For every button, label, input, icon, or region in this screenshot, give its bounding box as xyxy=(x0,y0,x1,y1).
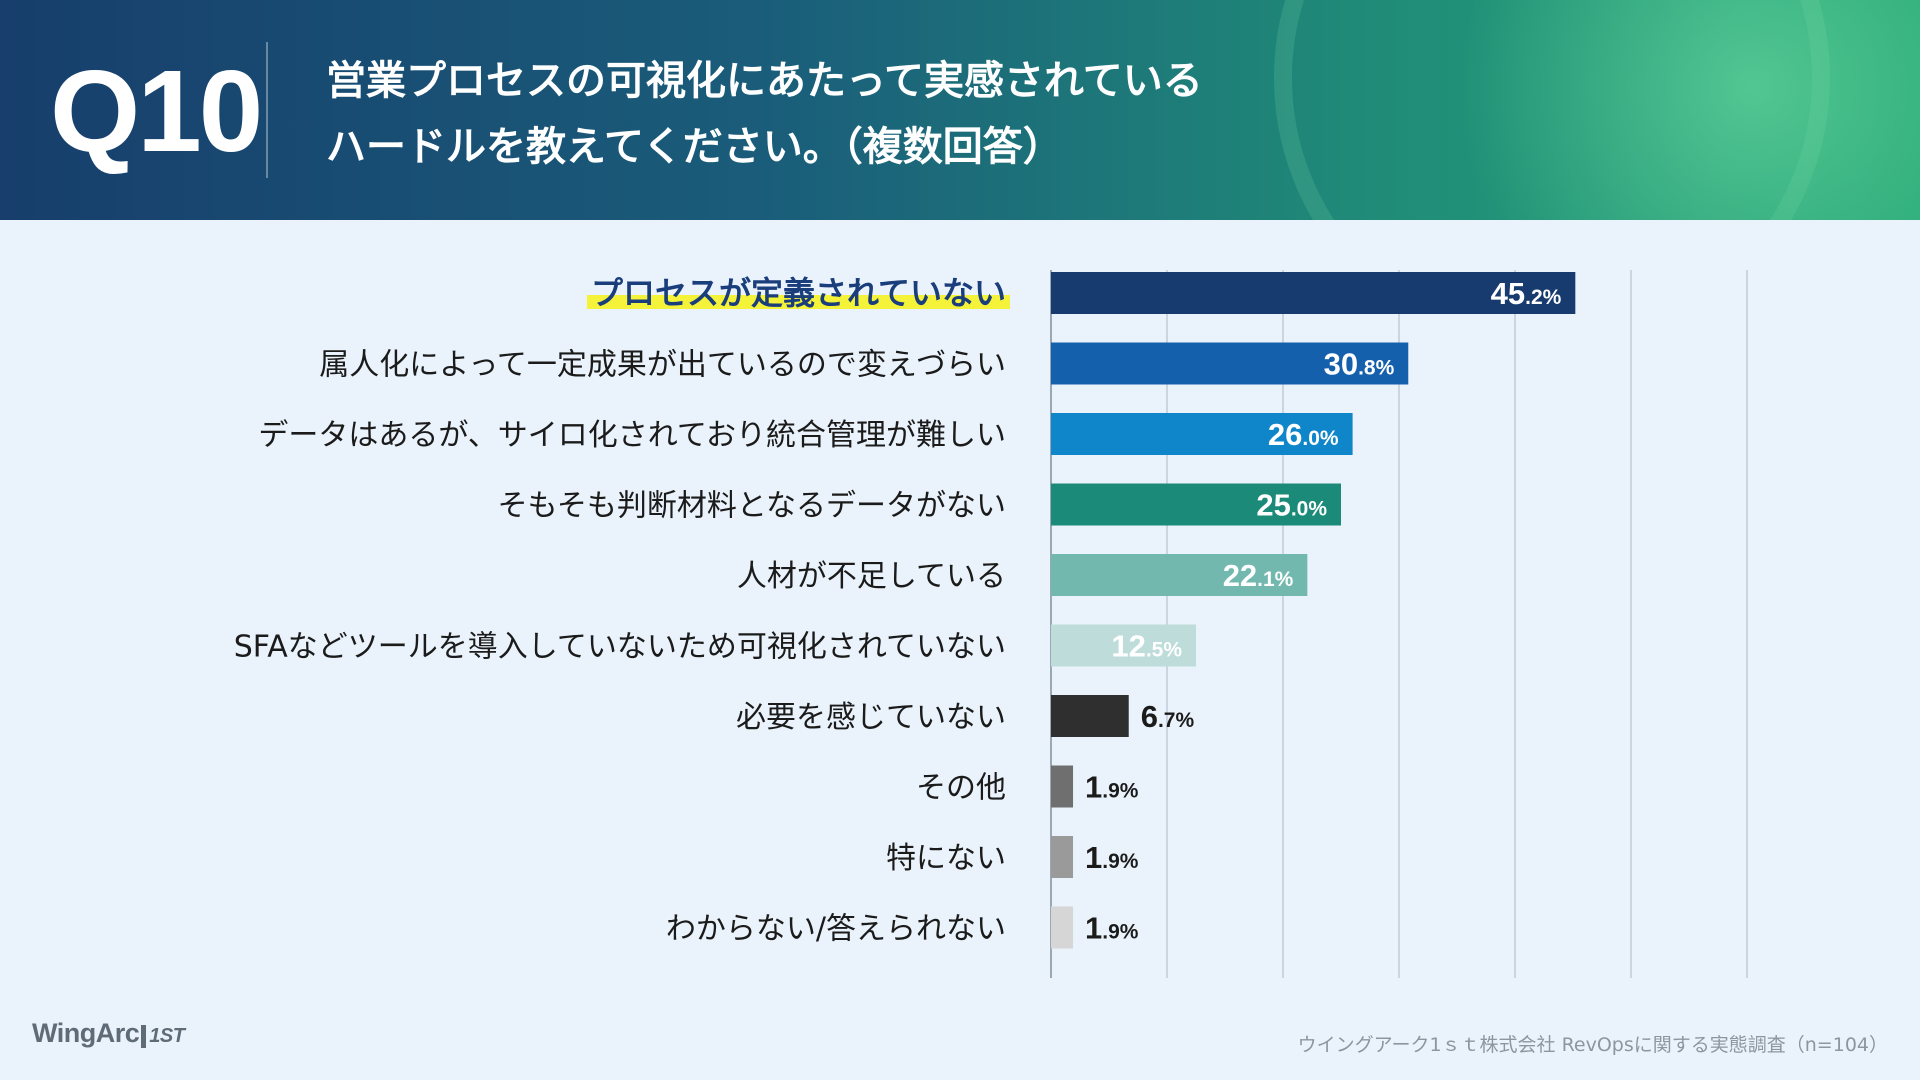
brand-logo: WingArc 1ST xyxy=(32,1018,185,1049)
category-label: 人材が不足している xyxy=(737,559,1006,594)
bar xyxy=(1051,272,1576,314)
value-label: 1.9% xyxy=(1085,840,1139,875)
bar xyxy=(1051,836,1074,878)
value-label: 22.1% xyxy=(1223,558,1294,593)
value-label: 30.8% xyxy=(1324,347,1395,382)
category-label: プロセスが定義されていない xyxy=(591,274,1006,312)
bar xyxy=(1051,554,1308,596)
brand-name: WingArc xyxy=(32,1018,140,1048)
category-label: 属人化によって一定成果が出ているので変えづらい xyxy=(319,348,1006,383)
value-label: 1.9% xyxy=(1085,770,1139,805)
category-label: わからない/答えられない xyxy=(666,912,1006,947)
header-divider xyxy=(266,42,268,178)
bar xyxy=(1051,765,1074,808)
source-note: ウイングアーク1ｓｔ株式会社 RevOpsに関する実態調査（n=104） xyxy=(1297,1034,1888,1056)
bar xyxy=(1051,906,1074,949)
category-label: 必要を感じていない xyxy=(736,700,1006,735)
chart-gridlines xyxy=(1050,270,1748,978)
chart-value-labels: 45.2% 30.8% 26.0% 25.0% 22.1% 12.5% 6.7% 1.9% 1.… xyxy=(1085,276,1562,946)
chart-category-labels: プロセスが定義されていない属人化によって一定成果が出ているので変えづらいデータは… xyxy=(234,274,1006,947)
bar xyxy=(1051,342,1409,385)
bar xyxy=(1051,483,1341,526)
question-number: Q10 xyxy=(50,46,263,176)
bar xyxy=(1051,624,1196,667)
category-label: データはあるが、サイロ化されており統合管理が難しい xyxy=(258,418,1006,453)
category-label: その他 xyxy=(916,771,1006,806)
question-title-line1: 営業プロセスの可視化にあたって実感されている xyxy=(326,58,1203,104)
chart-bars xyxy=(1051,272,1576,949)
category-label: SFAなどツールを導入していないため可視化されていない xyxy=(234,630,1006,665)
question-title: 営業プロセスの可視化にあたって実感されている ハードルを教えてください。（複数回… xyxy=(326,48,1426,180)
value-label: 6.7% xyxy=(1141,699,1195,734)
chart-highlights xyxy=(586,295,1010,309)
header-banner: Q10 営業プロセスの可視化にあたって実感されている ハードルを教えてください。… xyxy=(0,0,1920,220)
bar-chart: プロセスが定義されていない属人化によって一定成果が出ているので変えづらいデータは… xyxy=(234,270,1748,978)
value-label: 26.0% xyxy=(1268,417,1339,452)
brand-mark: 1ST xyxy=(141,1025,185,1048)
value-label: 25.0% xyxy=(1256,488,1327,523)
value-label: 45.2% xyxy=(1491,276,1562,311)
category-label: そもそも判断材料となるデータがない xyxy=(498,489,1007,524)
value-label: 1.9% xyxy=(1085,911,1139,946)
bar xyxy=(1051,695,1129,737)
category-label: 特にない xyxy=(886,841,1006,876)
question-title-line2: ハードルを教えてください。（複数回答） xyxy=(326,124,1063,170)
category-highlight-marker xyxy=(586,295,1010,309)
bar xyxy=(1051,413,1353,455)
value-label: 12.5% xyxy=(1111,629,1182,664)
